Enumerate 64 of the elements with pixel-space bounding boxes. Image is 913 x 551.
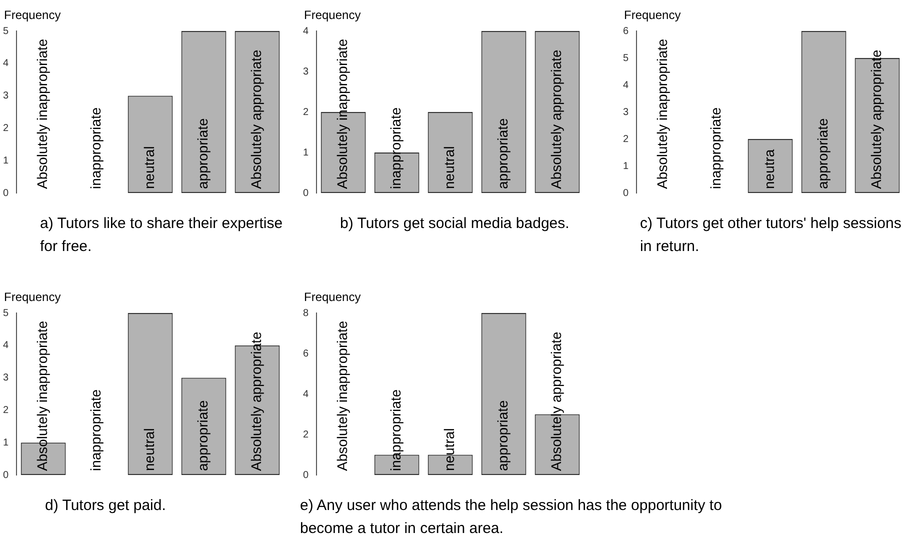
x-tick-label: Absolutely inappropriate [34, 38, 50, 189]
y-tick-label: 2 [303, 429, 309, 440]
y-tick-label: 3 [303, 66, 309, 78]
y-tick-label: 1 [303, 147, 309, 158]
x-tick-label: Absolutely appropriate [548, 49, 564, 189]
y-tick-label: 3 [3, 90, 9, 102]
x-tick-label: appropriate [194, 118, 211, 189]
x-tick-label: inappropriate [388, 107, 404, 189]
x-tick-label: neutral [441, 146, 458, 189]
x-tick-label: Absolutely appropriate [868, 49, 884, 189]
y-tick-label: 4 [623, 80, 629, 91]
y-tick-label: 6 [303, 348, 309, 360]
y-tick-label: 0 [3, 470, 9, 481]
x-tick-label: Absolutely inappropriate [334, 320, 350, 471]
y-axis-title: Frequency [304, 8, 361, 22]
y-tick-label: 4 [303, 26, 309, 37]
y-tick-label: 2 [303, 106, 309, 118]
y-tick-label: 6 [623, 26, 629, 37]
y-axis-title: Frequency [624, 8, 681, 22]
x-tick-label: Absolutely appropriate [548, 331, 564, 471]
x-tick-label: inappropriate [708, 107, 724, 189]
y-tick-label: 4 [303, 388, 309, 400]
y-tick-label: 8 [303, 308, 309, 319]
x-tick-label: inappropriate [88, 107, 104, 189]
y-tick-label: 2 [3, 122, 9, 134]
x-tick-label: neutral [441, 428, 458, 471]
y-tick-label: 4 [3, 340, 9, 352]
y-tick-label: 0 [303, 188, 309, 199]
y-tick-label: 0 [623, 188, 629, 199]
x-tick-label: appropriate [494, 118, 511, 189]
x-tick-label: inappropriate [88, 389, 104, 471]
text: c) Tutors get other tutors' help sessions in return. [640, 214, 902, 257]
x-tick-label: Absolutely inappropriate [334, 38, 350, 189]
x-tick-label: neutral [141, 428, 158, 471]
x-tick-label: appropriate [194, 400, 211, 471]
y-tick-label: 0 [3, 188, 9, 199]
y-tick-label: 5 [3, 26, 9, 37]
text: a) Tutors like to share their expertise for free. [40, 214, 284, 257]
y-tick-label: 3 [3, 372, 9, 384]
x-tick-label: neutra [761, 149, 778, 189]
x-tick-label: Absolutely inappropriate [654, 38, 670, 189]
x-tick-label: neutral [141, 146, 158, 189]
x-tick-label: inappropriate [388, 389, 404, 471]
y-axis-title: Frequency [304, 290, 361, 304]
y-tick-label: 1 [3, 155, 9, 166]
y-tick-label: 2 [623, 134, 629, 145]
y-tick-label: 2 [3, 404, 9, 416]
y-tick-label: 5 [623, 52, 629, 64]
y-tick-label: 1 [623, 160, 629, 172]
x-tick-label: Absolutely appropriate [248, 331, 264, 471]
y-axis-title: Frequency [4, 8, 61, 22]
y-tick-label: 4 [3, 58, 9, 70]
y-axis-title: Frequency [4, 290, 61, 304]
x-tick-label: appropriate [494, 400, 511, 471]
text: e) Any user who attends the help session has the opportunity to become a tutor in certain area. [300, 496, 723, 539]
y-tick-label: 0 [303, 470, 309, 481]
text: d) Tutors get paid. [45, 496, 167, 516]
y-tick-label: 3 [623, 106, 629, 118]
x-tick-label: appropriate [814, 118, 831, 189]
x-tick-label: Absolutely appropriate [248, 49, 264, 189]
y-tick-label: 5 [3, 308, 9, 319]
y-tick-label: 1 [3, 437, 9, 448]
x-tick-label: Absolutely inappropriate [34, 320, 50, 471]
text: b) Tutors get social media badges. [340, 214, 570, 234]
